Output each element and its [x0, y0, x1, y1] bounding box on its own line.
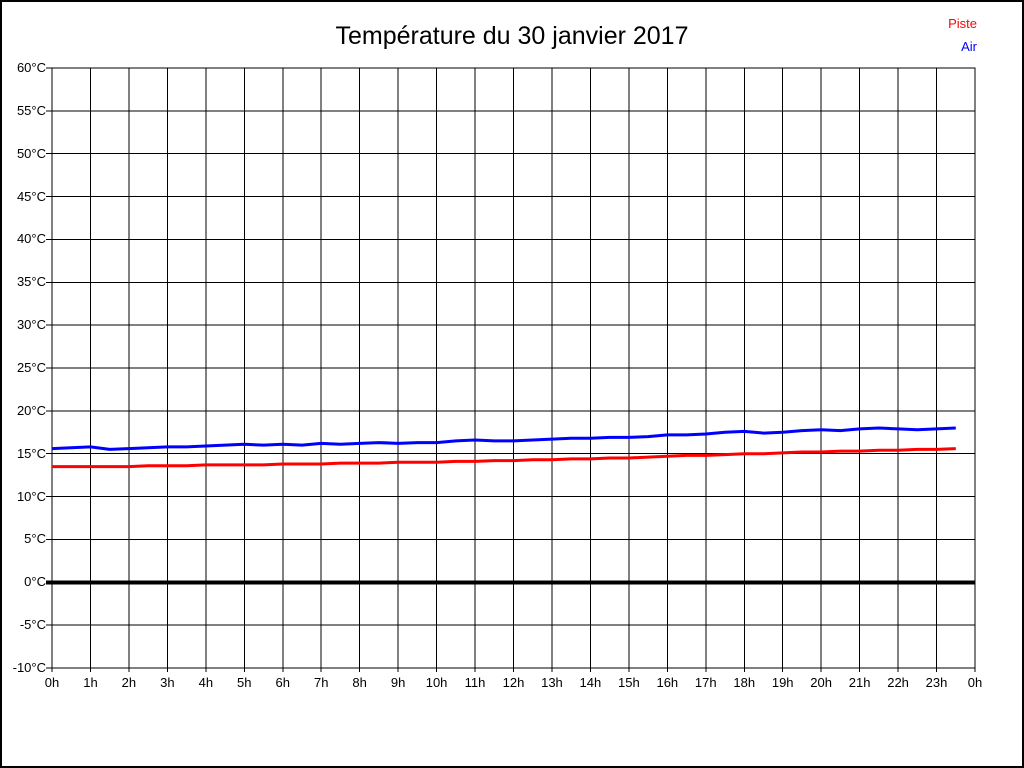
y-axis-label: 25°C — [16, 360, 46, 375]
x-axis-label: 2h — [121, 675, 137, 690]
x-axis-label: 18h — [733, 675, 756, 690]
y-axis-label: 0°C — [24, 574, 46, 590]
chart-title: Température du 30 janvier 2017 — [335, 22, 689, 50]
x-axis-label: 13h — [541, 675, 563, 690]
x-axis-label: 23h — [925, 675, 948, 690]
series-piste-line — [52, 447, 956, 469]
plot-border — [51, 67, 976, 669]
legend-item-air: Air — [961, 39, 977, 54]
x-axis-label: 1h — [83, 675, 98, 690]
x-axis-label: 12h — [502, 675, 525, 690]
y-axis-label: 60°C — [16, 60, 46, 75]
y-axis-label: 45°C — [16, 188, 46, 204]
y-axis-label: 5°C — [24, 531, 46, 547]
x-axis-label: 3h — [160, 675, 175, 690]
x-axis-label: 21h — [848, 675, 871, 690]
series-air-line — [51, 426, 956, 451]
x-axis-label: 14h — [579, 675, 602, 690]
x-axis-label: 17h — [694, 675, 717, 690]
y-axis-label: 55°C — [16, 102, 46, 118]
x-axis-label: 0h — [44, 675, 60, 690]
x-axis-label: 10h — [425, 675, 448, 690]
x-axis-label: 7h — [313, 675, 329, 690]
x-axis-label: 19h — [771, 675, 794, 690]
x-axis-label: 15h — [618, 675, 640, 690]
y-axis-label: -10°C — [12, 660, 46, 675]
legend: Piste Air — [948, 12, 977, 58]
x-axis-label: 11h — [464, 675, 486, 690]
x-axis-label: 6h — [275, 675, 290, 690]
y-axis-label: 35°C — [16, 274, 46, 290]
y-axis-label: 50°C — [16, 145, 46, 161]
y-axis-label: 30°C — [16, 317, 46, 333]
y-axis-label: 20°C — [16, 402, 46, 418]
x-axis-label: 9h — [390, 675, 406, 690]
x-axis-label: 8h — [352, 675, 367, 690]
x-axis-label: 20h — [810, 675, 832, 690]
legend-item-piste: Piste — [948, 16, 977, 31]
y-axis-label: 40°C — [16, 231, 46, 247]
x-axis-label: 22h — [887, 675, 909, 690]
x-axis-label: 5h — [237, 675, 252, 690]
x-axis-label: 16h — [656, 675, 679, 690]
x-axis-label: 0h — [967, 675, 983, 690]
y-axis-label: 10°C — [16, 488, 46, 504]
x-axis-label: 4h — [198, 675, 214, 690]
y-axis-label: -5°C — [19, 617, 46, 633]
y-axis-label: 15°C — [16, 445, 46, 461]
